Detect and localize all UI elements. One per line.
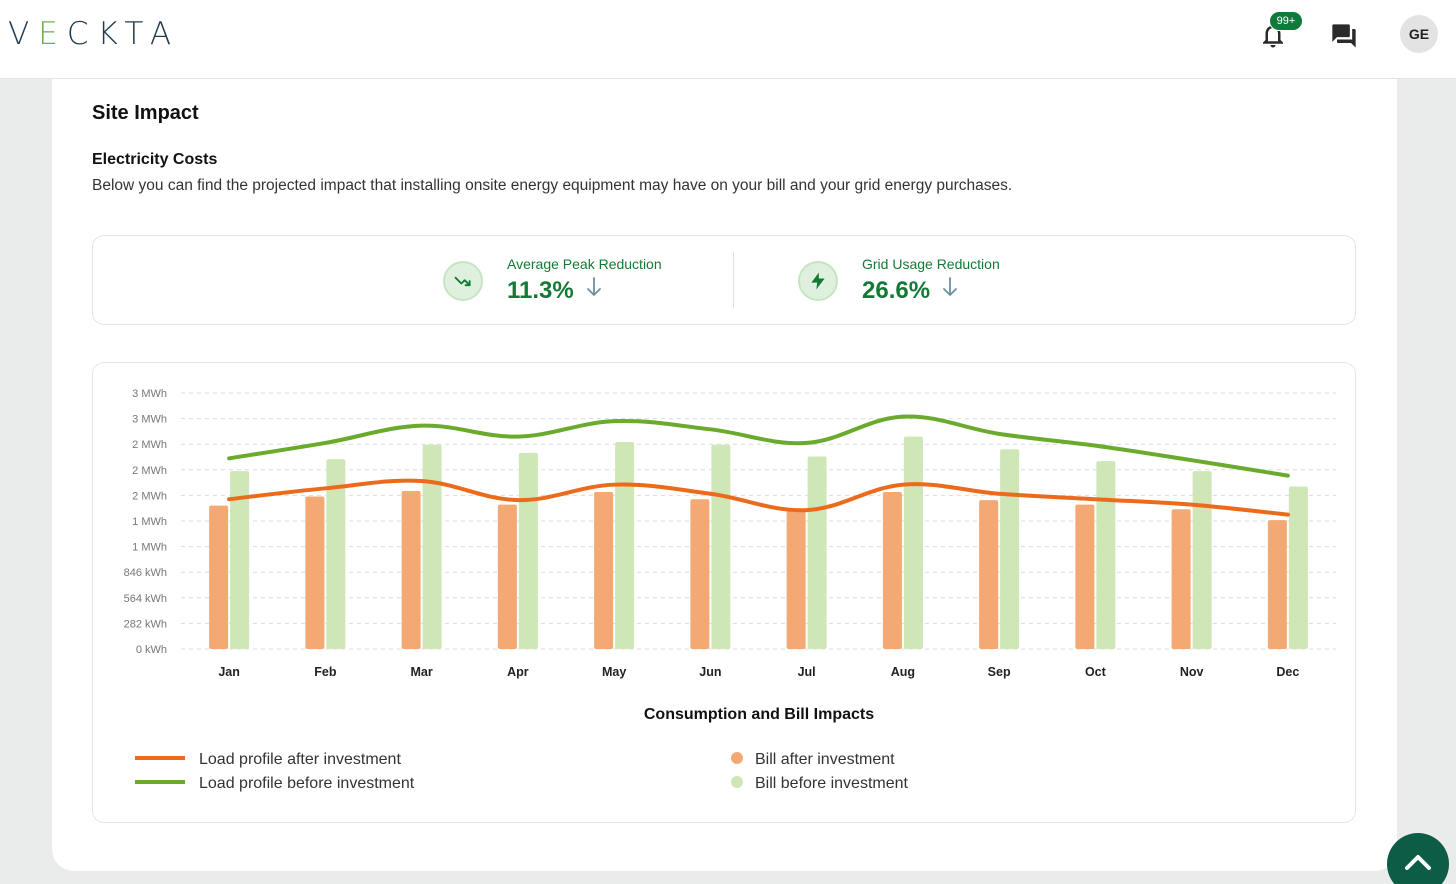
x-tick-label: Aug — [891, 665, 915, 679]
bar-bill-before — [518, 452, 538, 649]
bar-bill-before — [903, 436, 923, 649]
bar-bill-before — [807, 456, 827, 649]
bar-bill-after — [497, 504, 517, 649]
bar-bill-after — [305, 496, 325, 649]
bar-bill-after — [690, 499, 710, 649]
y-tick-label: 3 MWh — [132, 388, 167, 400]
bar-bill-after — [882, 491, 902, 649]
notification-count-badge: 99+ — [1269, 11, 1303, 31]
bar-bill-before — [1000, 449, 1020, 649]
bar-bill-before — [1192, 471, 1212, 649]
bar-bill-after — [209, 505, 229, 649]
x-tick-label: Mar — [411, 665, 433, 679]
consumption-chart-panel: 0 kWh 282 kWh 564 kWh 846 kWh 1 MWh 1 MWh 2 MW… — [92, 362, 1356, 823]
bar-bill-after — [401, 491, 421, 649]
y-tick-label: 1 MWh — [132, 516, 167, 528]
bar-bill-after — [1171, 509, 1191, 649]
top-bar: VECKTA 99+ GE — [0, 0, 1456, 79]
x-tick-label: Sep — [988, 665, 1011, 679]
trending-down-icon — [443, 260, 483, 301]
chart-title: Consumption and Bill Impacts — [644, 706, 874, 723]
x-tick-label: Nov — [1180, 665, 1204, 679]
legend-label: Load profile after investment — [199, 751, 401, 768]
logo-text: VECKTA — [8, 16, 181, 52]
x-tick-label: Jul — [798, 665, 816, 679]
x-tick-label: May — [602, 665, 626, 679]
messages-icon[interactable] — [1330, 22, 1358, 50]
line-load-before — [227, 414, 1290, 478]
y-tick-label: 1 MWh — [132, 542, 167, 554]
section-description: Below you can find the projected impact … — [92, 177, 1013, 194]
scroll-to-top-button[interactable] — [1387, 833, 1449, 884]
kpi-label: Grid Usage Reduction — [862, 256, 1000, 272]
x-tick-label: Feb — [314, 665, 337, 679]
kpi-summary-panel: Average Peak Reduction 11.3% Grid Usage … — [92, 235, 1356, 325]
x-tick-label: Apr — [507, 665, 529, 679]
section-subtitle: Electricity Costs — [92, 151, 218, 168]
bar-bill-after — [594, 491, 614, 649]
x-tick-label: Jun — [699, 665, 721, 679]
veckta-logo[interactable]: VECKTA — [8, 16, 181, 52]
bar-bill-after — [979, 500, 999, 649]
bar-bill-before — [326, 459, 346, 649]
bar-bill-after — [786, 510, 806, 649]
legend-dot-swatch — [731, 752, 743, 764]
bar-bill-before — [1096, 461, 1116, 649]
legend-dot-swatch — [731, 776, 743, 788]
page-title: Site Impact — [92, 102, 199, 124]
chevron-up-icon — [1405, 855, 1431, 870]
y-tick-label: 282 kWh — [124, 618, 167, 630]
kpi-grid-usage-reduction: Grid Usage Reduction 26.6% — [798, 256, 1000, 305]
y-tick-label: 846 kWh — [124, 567, 167, 579]
x-tick-label: Jan — [218, 665, 240, 679]
arrow-down-icon — [942, 276, 958, 305]
y-tick-label: 564 kWh — [124, 593, 167, 605]
y-tick-label: 3 MWh — [132, 414, 167, 426]
kpi-value: 11.3% — [507, 276, 574, 304]
y-tick-label: 2 MWh — [132, 490, 167, 502]
bar-bill-before — [711, 444, 731, 649]
bar-bill-after — [1267, 520, 1287, 649]
kpi-value: 26.6% — [862, 276, 931, 304]
consumption-bill-chart: 0 kWh 282 kWh 564 kWh 846 kWh 1 MWh 1 MWh 2 MW… — [124, 388, 1336, 792]
kpi-average-peak-reduction: Average Peak Reduction 11.3% — [443, 256, 662, 305]
kpi-label: Average Peak Reduction — [507, 256, 662, 272]
bar-bill-before — [1288, 486, 1308, 649]
bar-bill-after — [1075, 504, 1095, 649]
legend-label: Bill before investment — [755, 775, 909, 792]
bar-bill-before — [422, 444, 442, 649]
y-tick-label: 2 MWh — [132, 439, 167, 451]
legend-label: Load profile before investment — [199, 775, 415, 792]
bar-bill-before — [615, 442, 635, 649]
side-gutter — [10, 79, 52, 884]
x-tick-label: Oct — [1085, 665, 1107, 679]
bar-bill-before — [230, 471, 250, 649]
line-load-after — [227, 478, 1290, 517]
legend-label: Bill after investment — [755, 751, 895, 768]
arrow-down-icon — [586, 276, 602, 305]
lightning-bolt-icon — [798, 260, 838, 301]
x-tick-label: Dec — [1276, 665, 1299, 679]
y-tick-label: 0 kWh — [136, 644, 167, 656]
y-tick-label: 2 MWh — [132, 465, 167, 477]
kpi-divider — [733, 252, 734, 308]
user-avatar[interactable]: GE — [1400, 15, 1438, 53]
